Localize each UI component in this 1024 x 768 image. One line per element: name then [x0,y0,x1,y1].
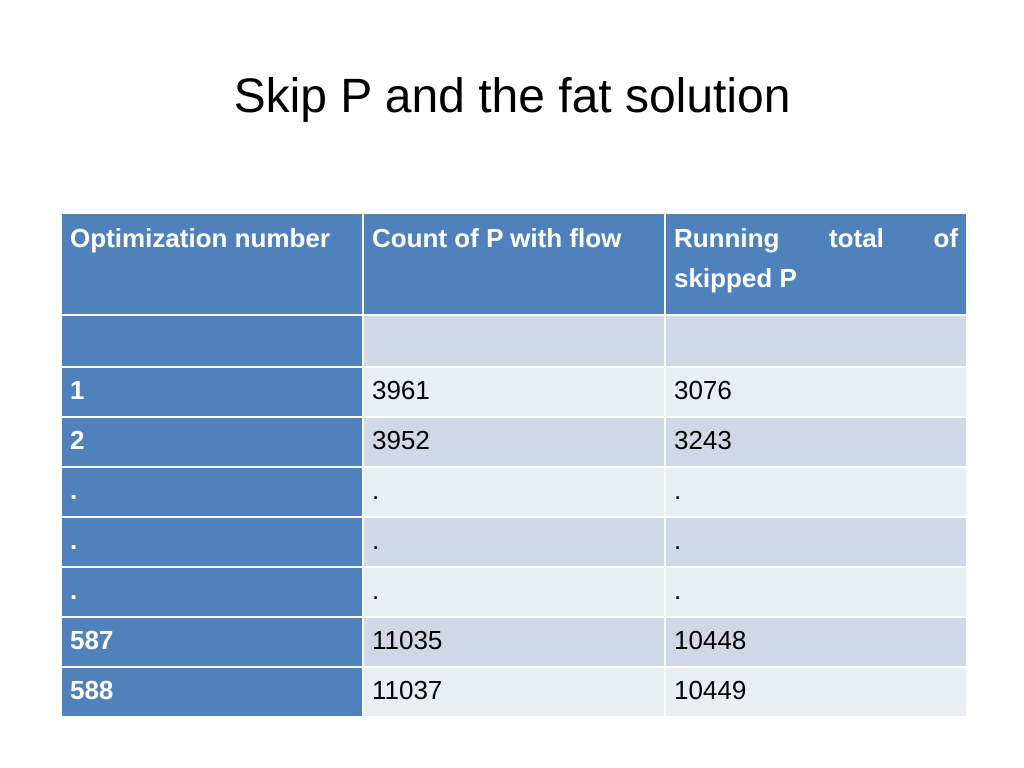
table-cell [362,314,666,368]
table-row: 588 11037 10449 [60,666,968,718]
table-cell: . [60,516,364,568]
table-header-row: Optimization number Count of P with flow… [60,212,968,316]
table-cell [60,314,364,368]
table-cell: . [362,566,666,618]
table-row [60,314,968,368]
table-cell: 10448 [664,616,968,668]
table-cell: . [362,466,666,518]
table-cell: . [60,566,364,618]
header-optimization-number: Optimization number [60,212,364,316]
table-row: 2 3952 3243 [60,416,968,468]
table-row: . . . [60,566,968,618]
table-cell: 588 [60,666,364,718]
table-cell: 11037 [362,666,666,718]
table-cell: 3076 [664,366,968,418]
table-cell: . [664,566,968,618]
table-row: 587 11035 10448 [60,616,968,668]
table-row: . . . [60,466,968,518]
table-cell: 3243 [664,416,968,468]
table-cell: 587 [60,616,364,668]
table-cell: 1 [60,366,364,418]
table-row: 1 3961 3076 [60,366,968,418]
table-row: . . . [60,516,968,568]
table-cell: . [60,466,364,518]
header-running-total-skipped-p: Running total of skipped P [664,212,968,316]
slide-title: Skip P and the fat solution [233,70,791,123]
table-cell: . [664,516,968,568]
table-cell: 11035 [362,616,666,668]
table-cell: . [362,516,666,568]
table-cell [664,314,968,368]
header-count-of-p-with-flow: Count of P with flow [362,212,666,316]
table-cell: 10449 [664,666,968,718]
table-cell: . [664,466,968,518]
table-cell: 3961 [362,366,666,418]
table-cell: 2 [60,416,364,468]
data-table: Optimization number Count of P with flow… [60,212,968,718]
table-cell: 3952 [362,416,666,468]
